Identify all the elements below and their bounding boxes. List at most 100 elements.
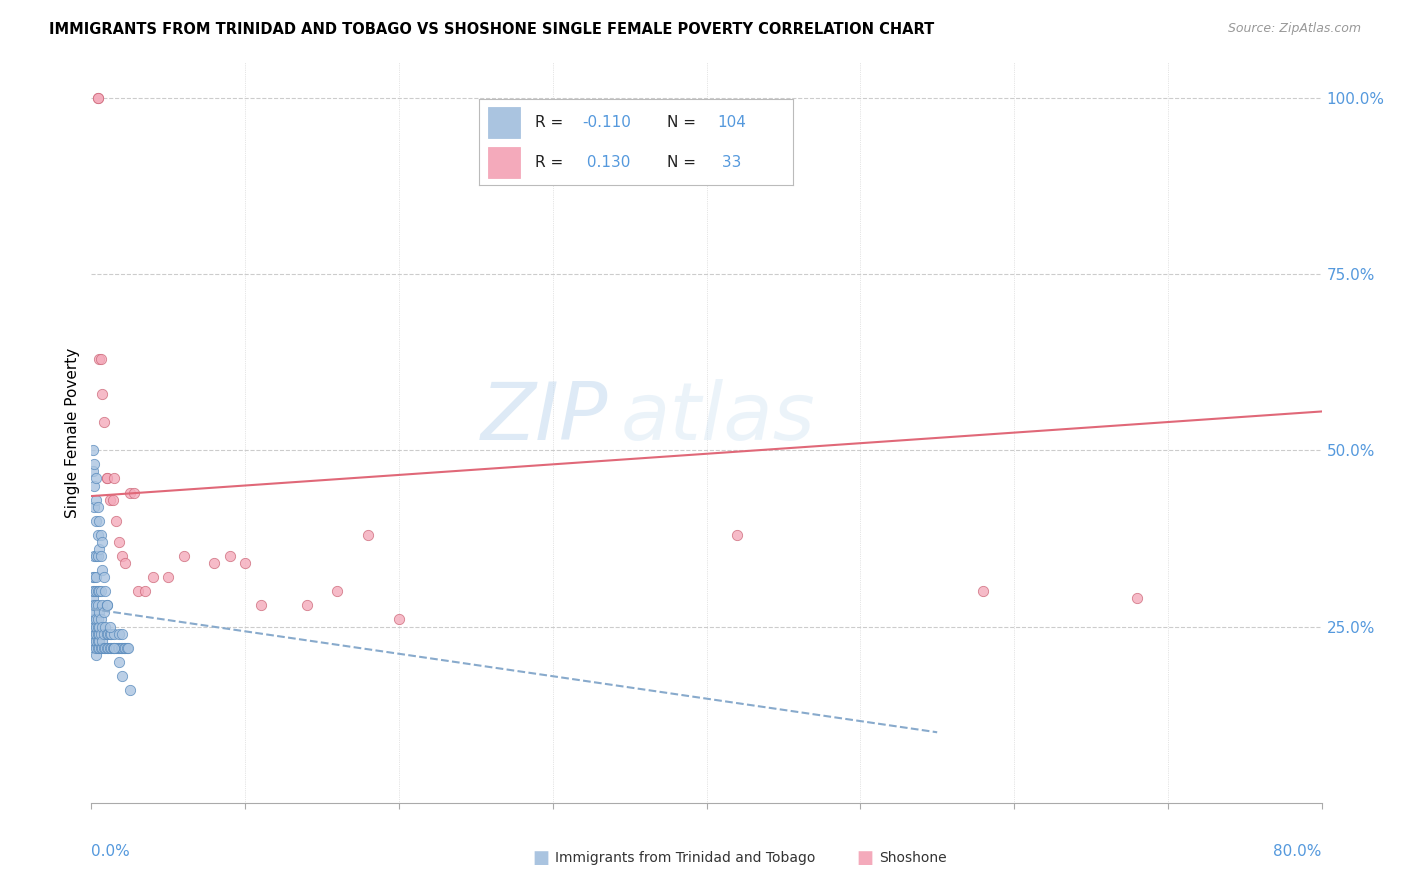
- Text: Immigrants from Trinidad and Tobago: Immigrants from Trinidad and Tobago: [555, 851, 815, 865]
- Point: [233, 556, 256, 570]
- Point: [83, 633, 105, 648]
- Point: [90, 549, 112, 563]
- Text: IMMIGRANTS FROM TRINIDAD AND TOBAGO VS SHOSHONE SINGLE FEMALE POVERTY CORRELATIO: IMMIGRANTS FROM TRINIDAD AND TOBAGO VS S…: [49, 22, 935, 37]
- Point: [96, 626, 118, 640]
- Text: 0.0%: 0.0%: [91, 844, 131, 858]
- Point: [82, 606, 104, 620]
- Point: [94, 584, 117, 599]
- Point: [94, 619, 117, 633]
- Point: [101, 640, 124, 655]
- Text: R =: R =: [536, 115, 568, 130]
- Text: ■: ■: [533, 849, 550, 867]
- Text: 80.0%: 80.0%: [1274, 844, 1322, 858]
- Point: [101, 492, 124, 507]
- Point: [93, 415, 115, 429]
- Point: [84, 471, 107, 485]
- Point: [108, 655, 131, 669]
- Point: [96, 599, 118, 613]
- Text: Shoshone: Shoshone: [879, 851, 946, 865]
- Text: N =: N =: [666, 155, 702, 170]
- Point: [972, 584, 994, 599]
- Point: [84, 492, 107, 507]
- Point: [91, 599, 114, 613]
- Point: [97, 640, 120, 655]
- Point: [93, 626, 115, 640]
- Y-axis label: Single Female Poverty: Single Female Poverty: [65, 348, 80, 517]
- Point: [84, 599, 107, 613]
- Point: [86, 549, 108, 563]
- Point: [82, 612, 104, 626]
- Point: [83, 570, 105, 584]
- Point: [87, 606, 110, 620]
- Point: [82, 626, 104, 640]
- Point: [105, 640, 127, 655]
- Point: [388, 612, 411, 626]
- Point: [105, 514, 127, 528]
- Point: [326, 584, 349, 599]
- Point: [117, 640, 139, 655]
- Point: [84, 626, 107, 640]
- Point: [249, 599, 271, 613]
- Point: [96, 471, 118, 485]
- Point: [107, 640, 129, 655]
- Point: [173, 549, 195, 563]
- Text: N =: N =: [666, 115, 702, 130]
- Point: [110, 640, 132, 655]
- Point: [218, 549, 240, 563]
- Point: [725, 528, 748, 542]
- Point: [93, 640, 115, 655]
- Point: [86, 91, 108, 105]
- Point: [97, 626, 120, 640]
- Point: [98, 626, 121, 640]
- Point: [114, 640, 136, 655]
- Point: [108, 535, 131, 549]
- Point: [142, 570, 165, 584]
- Point: [96, 640, 118, 655]
- Point: [100, 626, 122, 640]
- Point: [84, 514, 107, 528]
- Point: [84, 612, 107, 626]
- Point: [90, 528, 112, 542]
- Point: [115, 640, 138, 655]
- Point: [86, 626, 108, 640]
- Point: [82, 443, 104, 458]
- Point: [86, 633, 108, 648]
- Point: [87, 640, 110, 655]
- Point: [90, 584, 112, 599]
- Point: [83, 584, 105, 599]
- Point: [83, 458, 105, 472]
- Point: [82, 464, 104, 478]
- Point: [127, 584, 149, 599]
- Point: [96, 471, 118, 485]
- Point: [83, 612, 105, 626]
- Point: [103, 471, 125, 485]
- Point: [82, 570, 104, 584]
- Text: -0.110: -0.110: [582, 115, 631, 130]
- Point: [83, 626, 105, 640]
- Point: [84, 640, 107, 655]
- Text: 0.130: 0.130: [582, 155, 631, 170]
- Point: [83, 619, 105, 633]
- Point: [90, 351, 112, 366]
- Point: [103, 626, 125, 640]
- Point: [84, 570, 107, 584]
- Point: [83, 599, 105, 613]
- Point: [83, 549, 105, 563]
- Point: [108, 640, 131, 655]
- Point: [84, 549, 107, 563]
- Point: [98, 640, 121, 655]
- Point: [90, 640, 112, 655]
- Point: [357, 528, 380, 542]
- Point: [100, 640, 122, 655]
- Point: [82, 633, 104, 648]
- Point: [86, 91, 108, 105]
- Point: [86, 619, 108, 633]
- Text: 104: 104: [717, 115, 747, 130]
- Point: [86, 612, 108, 626]
- Point: [82, 591, 104, 606]
- Point: [86, 640, 108, 655]
- Point: [112, 640, 135, 655]
- Point: [94, 640, 117, 655]
- Point: [87, 633, 110, 648]
- Point: [84, 648, 107, 662]
